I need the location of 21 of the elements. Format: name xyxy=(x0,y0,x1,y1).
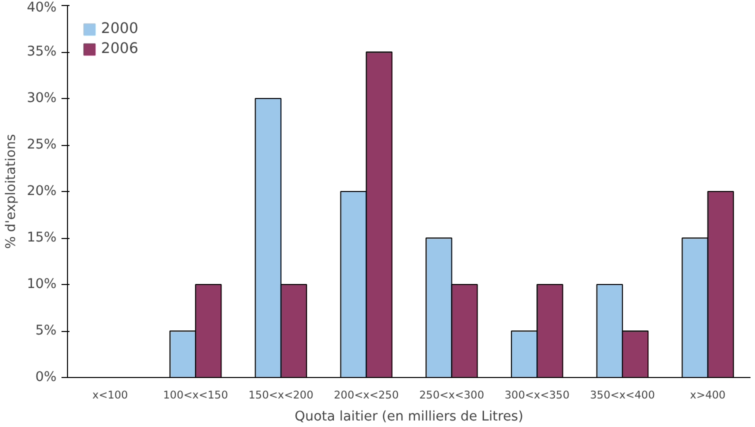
y-tick-label: 40% xyxy=(26,0,56,16)
x-tick-label: x<100 xyxy=(92,388,128,402)
x-tick-label: x>400 xyxy=(690,388,726,402)
y-tick-label: 20% xyxy=(26,184,56,199)
x-tick-label: 350<x<400 xyxy=(590,388,656,402)
y-tick-label: 25% xyxy=(26,138,56,152)
y-tick-label: 35% xyxy=(26,44,56,60)
x-tick-label: 150<x<200 xyxy=(248,388,314,402)
x-tick-label: 200<x<250 xyxy=(334,388,399,402)
y-tick-label: 0% xyxy=(35,370,57,385)
y-tick-label: 30% xyxy=(26,91,56,106)
x-tick-label: 100<x<150 xyxy=(163,388,228,402)
x-axis-title: Quota laitier (en milliers de Litres) xyxy=(294,410,524,424)
y-tick-label: 10% xyxy=(26,277,56,292)
y-tick-label: 5% xyxy=(35,324,57,338)
legend-label: 2000 xyxy=(101,20,138,37)
y-axis-title: % d'exploitations xyxy=(4,134,19,249)
x-tick-label: 300<x<350 xyxy=(504,388,570,402)
y-tick-label: 15% xyxy=(26,230,56,246)
legend-label: 2006 xyxy=(101,40,138,57)
x-tick-label: 250<x<300 xyxy=(419,388,484,402)
